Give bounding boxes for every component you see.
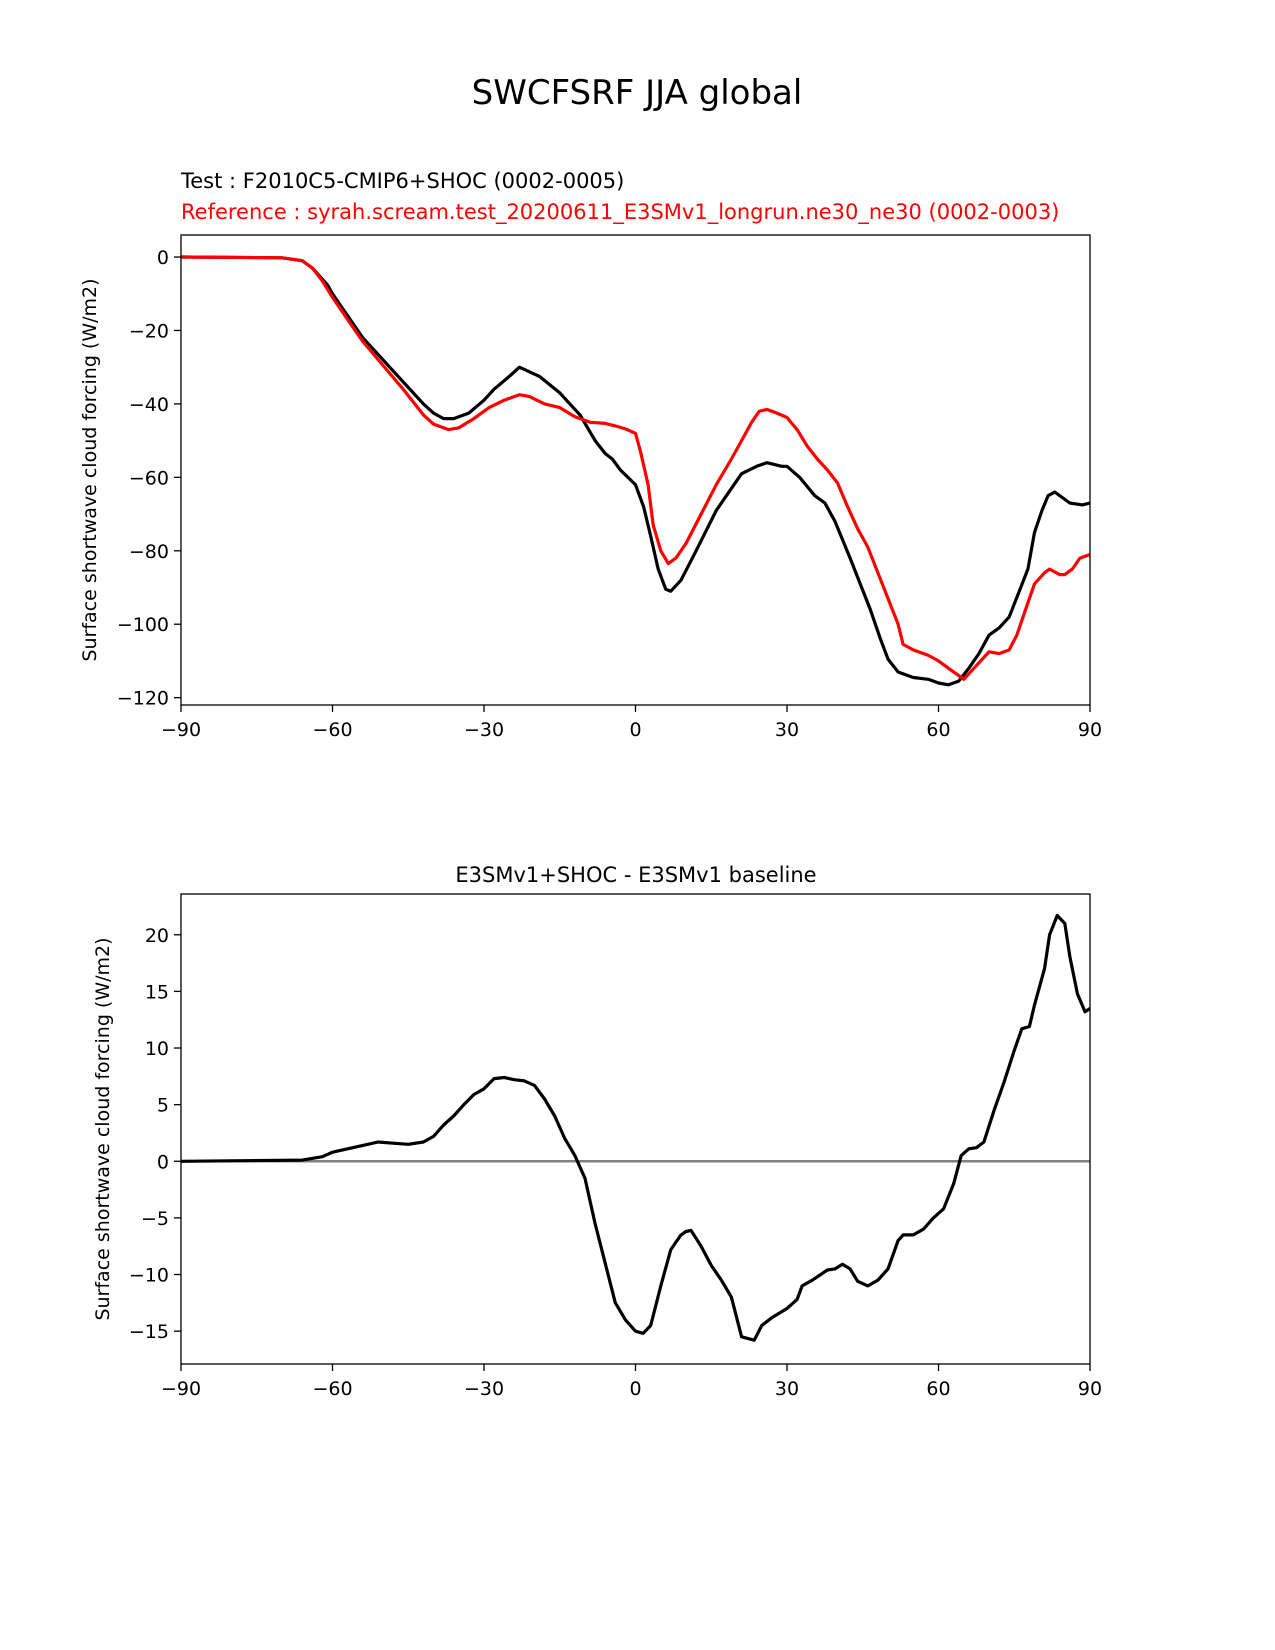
bottom-axes: −90 −60 −30 0 30 60 90 20 15 10 5 0 −5 −10 −15: [129, 893, 1102, 1400]
axes-frame: [180, 893, 1091, 1365]
y-tick-label: −100: [117, 614, 169, 636]
series-line-reference: [180, 255, 1091, 681]
y-tick-label: −120: [117, 688, 169, 710]
x-tick-label: 60: [926, 719, 950, 741]
y-tick-label: −10: [129, 1265, 169, 1287]
bottom-title: E3SMv1+SHOC - E3SMv1 baseline: [455, 863, 816, 887]
y-tick-label: 5: [157, 1095, 169, 1117]
y-tick-label: −15: [129, 1321, 169, 1343]
y-tick-label: 10: [145, 1038, 169, 1060]
series-line-difference: [180, 913, 1091, 1342]
bottom-ylabel: Surface shortwave cloud forcing (W/m2): [92, 937, 114, 1320]
x-tick-label: −60: [312, 1378, 352, 1400]
x-tick-label: −30: [464, 1378, 504, 1400]
x-tick-label: −60: [312, 719, 352, 741]
y-tick-label: −60: [129, 467, 169, 489]
x-tick-label: 30: [775, 719, 799, 741]
y-tick-label: 0: [157, 1151, 169, 1173]
x-tick-label: 0: [629, 1378, 641, 1400]
y-tick-label: 0: [157, 247, 169, 269]
top-axes: −90 −60 −30 0 30 60 90 0 −20 −40 −60 −80 −100 −120: [117, 234, 1102, 741]
axes-frame: [180, 234, 1091, 706]
series-line-test: [180, 255, 1091, 687]
figure-suptitle: SWCFSRF JJA global: [472, 73, 803, 113]
x-tick-label: 90: [1078, 1378, 1102, 1400]
y-tick-label: −80: [129, 541, 169, 563]
x-tick-label: 30: [775, 1378, 799, 1400]
top-ylabel: Surface shortwave cloud forcing (W/m2): [79, 278, 101, 661]
y-tick-label: −5: [141, 1208, 169, 1230]
y-tick-label: 20: [145, 925, 169, 947]
x-tick-label: −90: [161, 719, 201, 741]
test-title: Test : F2010C5-CMIP6+SHOC (0002-0005): [180, 169, 624, 193]
x-tick-label: 90: [1078, 719, 1102, 741]
reference-title: Reference : syrah.scream.test_20200611_E…: [181, 200, 1059, 225]
x-tick-label: −30: [464, 719, 504, 741]
x-tick-label: 60: [926, 1378, 950, 1400]
x-tick-label: −90: [161, 1378, 201, 1400]
y-tick-label: 15: [145, 981, 169, 1003]
y-tick-label: −40: [129, 394, 169, 416]
x-tick-label: 0: [629, 719, 641, 741]
y-tick-label: −20: [129, 320, 169, 342]
